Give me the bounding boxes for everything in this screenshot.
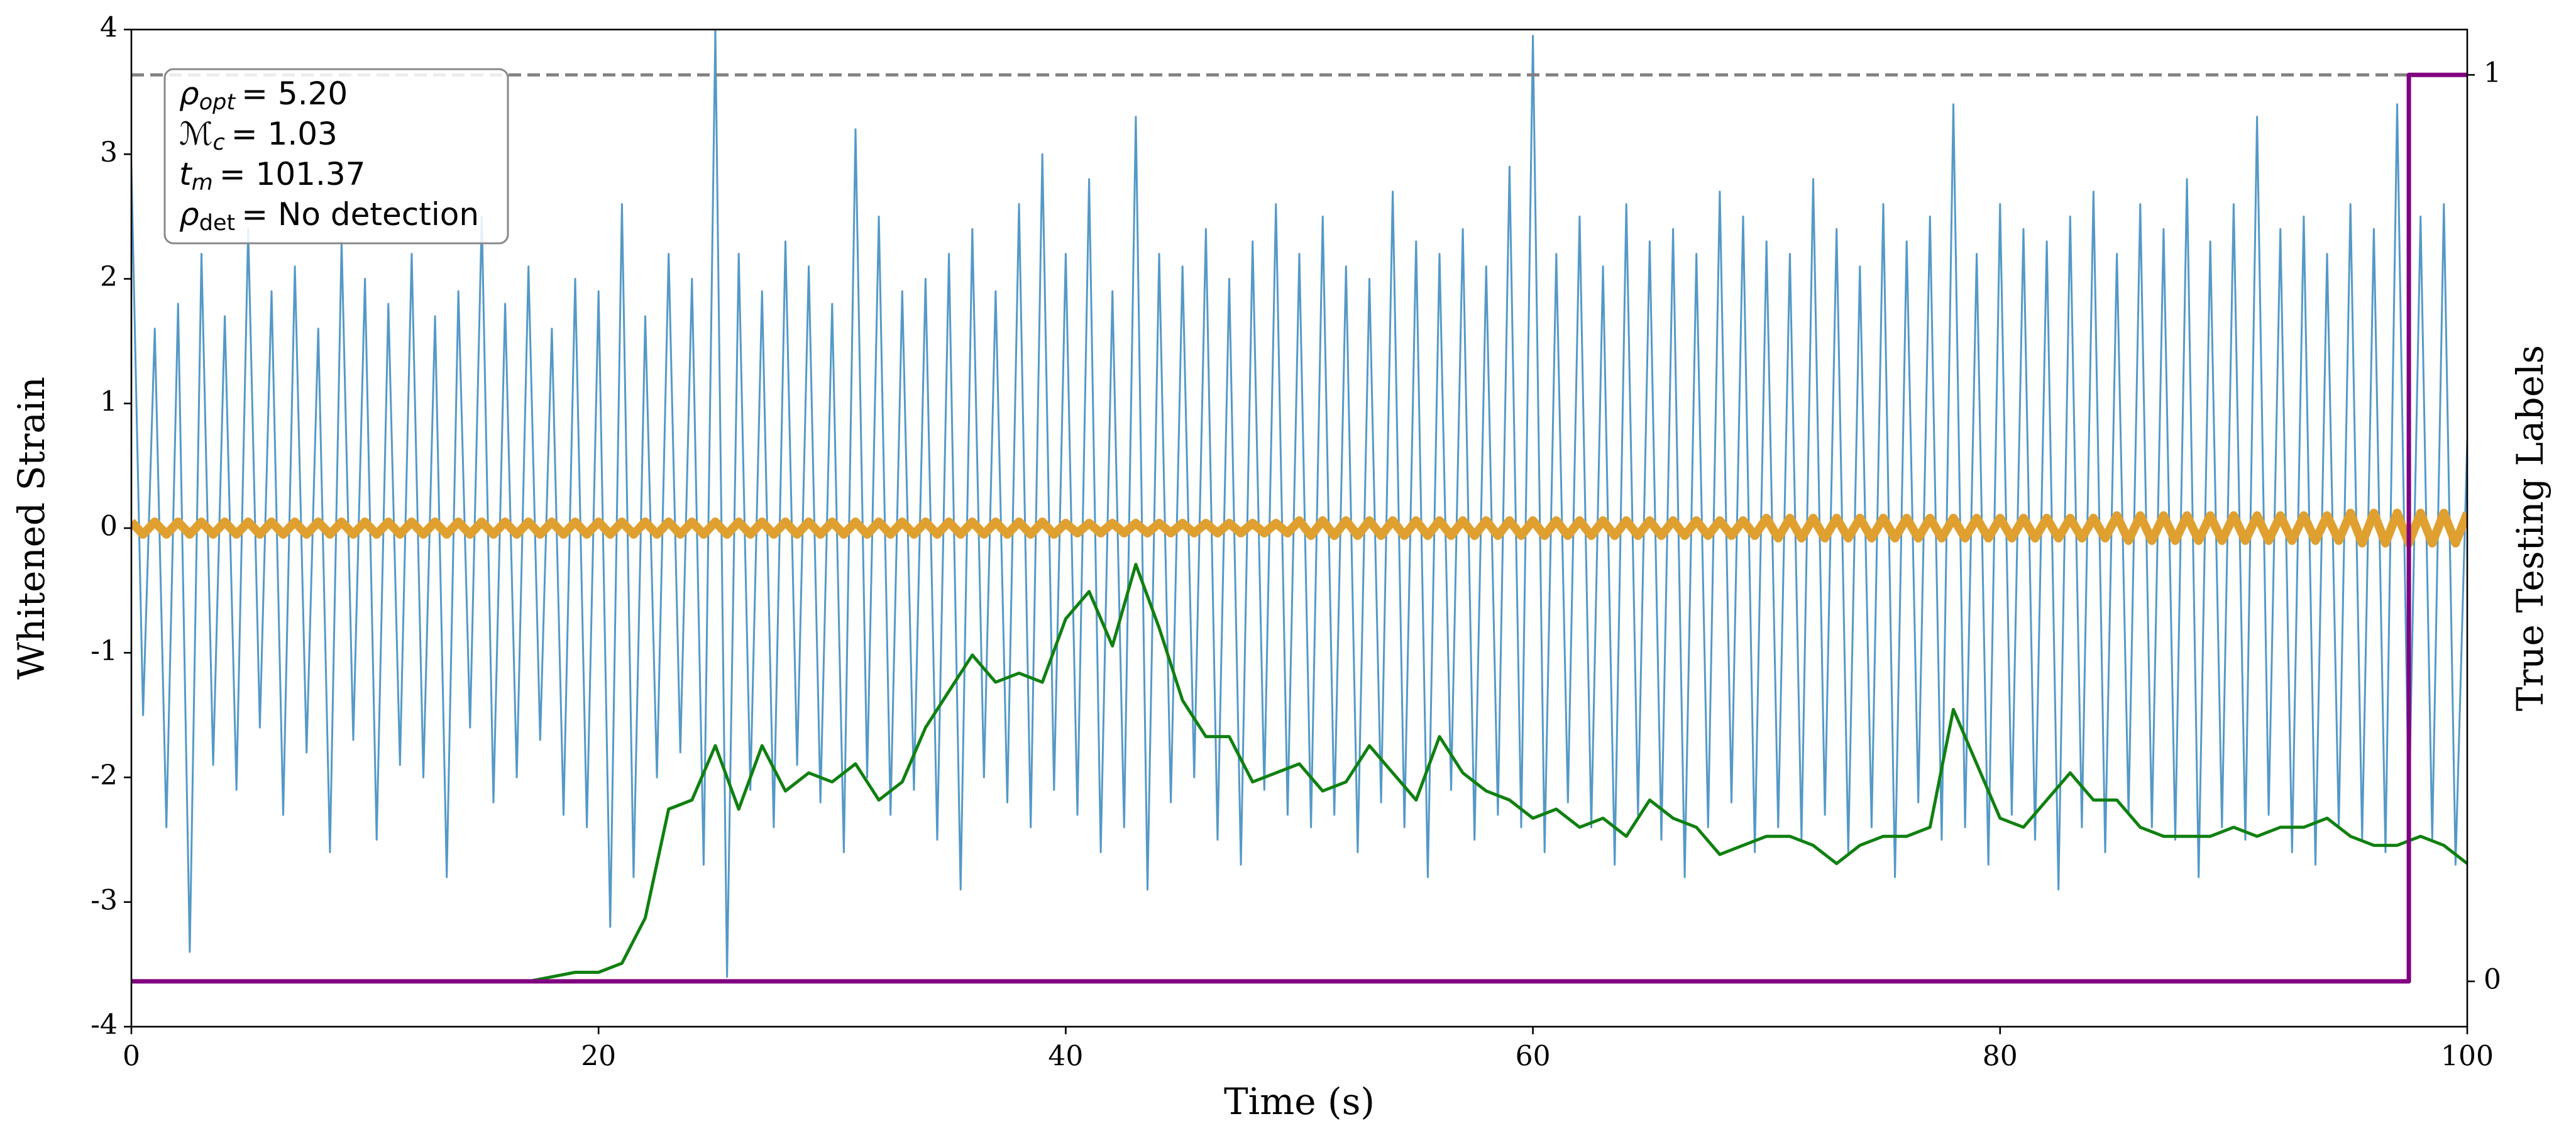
x-axis-label: Time (s) xyxy=(1224,1080,1375,1123)
y-tick-label: 2 xyxy=(100,261,118,293)
x-tick-label: 20 xyxy=(581,1041,616,1073)
annotation-text: = 5.20 xyxy=(241,75,348,112)
series-line xyxy=(131,509,2467,548)
annotation-symbol: ρ xyxy=(179,75,199,112)
annotation-symbol: t xyxy=(179,156,193,192)
annotation-text: = No detection xyxy=(241,196,479,233)
x-tick-label: 0 xyxy=(123,1041,140,1073)
y-tick-label: 0 xyxy=(100,511,118,543)
annotation-line: tm = 101.37 xyxy=(179,156,365,196)
y2-tick-label: 1 xyxy=(2484,57,2501,89)
y-tick-label: -4 xyxy=(91,1009,118,1041)
y-tick-label: 1 xyxy=(100,385,118,417)
y-tick-label: -3 xyxy=(91,884,118,916)
annotation-text: = 101.37 xyxy=(219,156,366,192)
annotation-subscript: c xyxy=(212,130,224,155)
annotation-subscript: opt xyxy=(199,90,236,115)
annotation-text: = 1.03 xyxy=(231,116,338,152)
y2-tick-label: 0 xyxy=(2484,963,2501,995)
y-tick-label: 4 xyxy=(100,12,118,44)
plot-area xyxy=(131,30,2467,984)
series-line xyxy=(131,72,2467,984)
series-line xyxy=(131,30,2467,978)
annotation-line: ρopt = 5.20 xyxy=(179,75,348,116)
annotation-line: ρdet = No detection xyxy=(179,196,479,236)
y-axis-label: Whitened Strain xyxy=(10,377,53,680)
annotation-box xyxy=(163,68,509,245)
y-tick-label: 3 xyxy=(100,136,118,168)
annotation-line: ℳc = 1.03 xyxy=(179,116,338,156)
annotation-subscript: m xyxy=(192,170,213,196)
x-tick-label: 40 xyxy=(1048,1041,1083,1073)
annotation-subscript: det xyxy=(199,211,235,236)
annotation-symbol: ρ xyxy=(179,196,199,233)
annotation-symbol: ℳ xyxy=(179,116,212,152)
y-tick-label: -1 xyxy=(91,635,118,667)
y-tick-label: -2 xyxy=(91,759,118,792)
x-tick-label: 60 xyxy=(1516,1041,1551,1073)
x-tick-label: 100 xyxy=(2441,1041,2494,1073)
y2-axis-label: True Testing Labels xyxy=(2509,345,2551,711)
x-tick-label: 80 xyxy=(1983,1041,2018,1073)
